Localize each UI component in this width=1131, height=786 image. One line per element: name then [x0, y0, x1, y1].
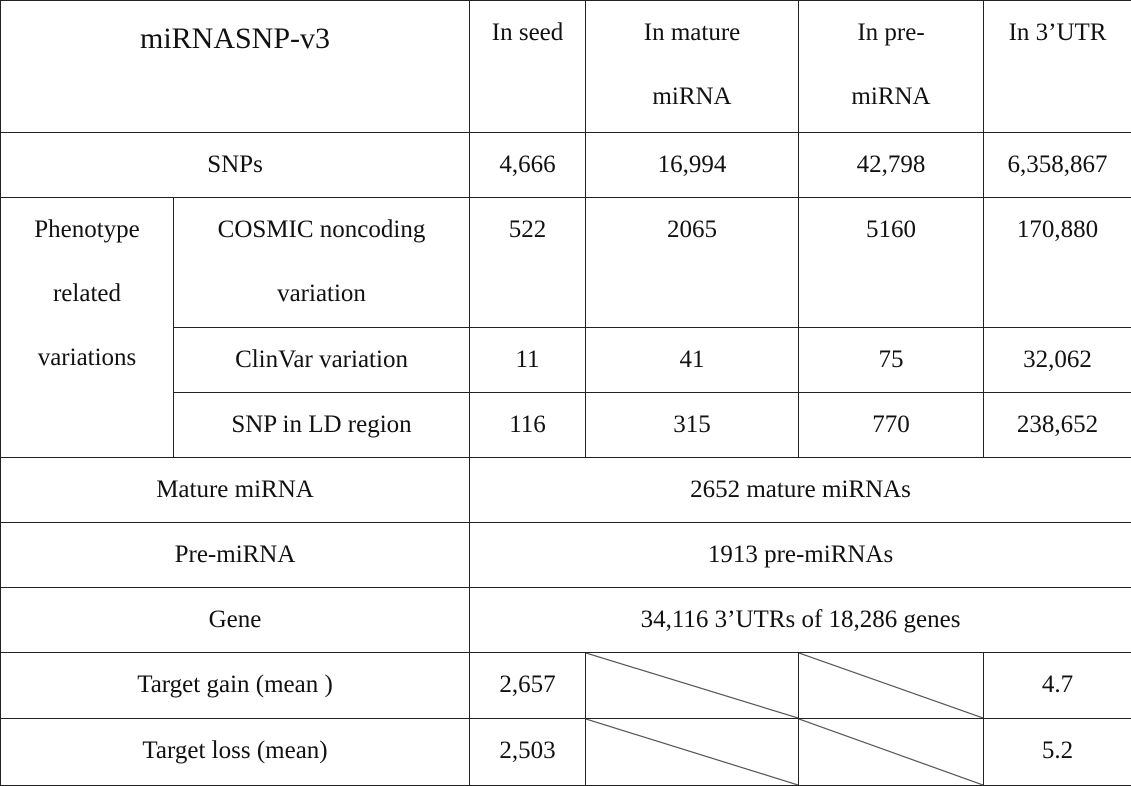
- row-label-gene: Gene: [1, 588, 470, 653]
- col-header-in-pre-mirna: In pre- miRNA: [799, 1, 984, 133]
- diagonal-slash: [799, 719, 983, 785]
- col-header-line: In 3’UTR: [988, 1, 1127, 65]
- cell-target-loss-utr: 5.2: [984, 719, 1131, 786]
- col-header-line: In mature: [590, 1, 794, 65]
- diagonal-empty-cell: [799, 653, 984, 719]
- table-title: miRNASNP-v3: [1, 1, 470, 133]
- row-label-line: COSMIC noncoding: [178, 198, 465, 262]
- cell-cosmic-utr: 170,880: [984, 198, 1131, 328]
- table-row-snps: SNPs 4,666 16,994 42,798 6,358,867: [1, 133, 1131, 198]
- col-header-line: In seed: [474, 1, 581, 65]
- cell-ld-pre: 770: [799, 393, 984, 458]
- table-row-target-loss: Target loss (mean) 2,503 5.2: [1, 719, 1131, 786]
- diagonal-empty-cell: [586, 719, 799, 786]
- row-label-clinvar: ClinVar variation: [174, 328, 470, 393]
- group-label-line: Phenotype: [5, 198, 169, 262]
- table-row-pre-mirna: Pre-miRNA 1913 pre-miRNAs: [1, 523, 1131, 588]
- row-label-line: variation: [178, 262, 465, 326]
- cell-cosmic-seed: 522: [470, 198, 586, 328]
- col-header-in-3utr: In 3’UTR: [984, 1, 1131, 133]
- row-group-label-phenotype: Phenotype related variations: [1, 198, 174, 458]
- diagonal-slash: [586, 653, 798, 718]
- cell-target-gain-utr: 4.7: [984, 653, 1131, 719]
- cell-target-gain-seed: 2,657: [470, 653, 586, 719]
- cell-clinvar-seed: 11: [470, 328, 586, 393]
- table-row-mature-mirna: Mature miRNA 2652 mature miRNAs: [1, 458, 1131, 523]
- cell-ld-mature: 315: [586, 393, 799, 458]
- row-label-target-loss: Target loss (mean): [1, 719, 470, 786]
- diagonal-empty-cell: [799, 719, 984, 786]
- diagonal-slash: [586, 719, 798, 785]
- row-label-target-gain: Target gain (mean ): [1, 653, 470, 719]
- cell-ld-seed: 116: [470, 393, 586, 458]
- group-label-line: related: [5, 262, 169, 326]
- row-label-pre-mirna: Pre-miRNA: [1, 523, 470, 588]
- diagonal-slash: [799, 653, 983, 718]
- cell-clinvar-utr: 32,062: [984, 328, 1131, 393]
- cell-clinvar-mature: 41: [586, 328, 799, 393]
- row-label-ld: SNP in LD region: [174, 393, 470, 458]
- col-header-in-seed: In seed: [470, 1, 586, 133]
- col-header-in-mature-mirna: In mature miRNA: [586, 1, 799, 133]
- cell-snps-utr: 6,358,867: [984, 133, 1131, 198]
- col-header-line: miRNA: [590, 65, 794, 129]
- group-label-line: variations: [5, 326, 169, 390]
- table-row-gene: Gene 34,116 3’UTRs of 18,286 genes: [1, 588, 1131, 653]
- row-label-cosmic: COSMIC noncoding variation: [174, 198, 470, 328]
- table-row-target-gain: Target gain (mean ) 2,657 4.7: [1, 653, 1131, 719]
- cell-snps-pre: 42,798: [799, 133, 984, 198]
- cell-target-loss-seed: 2,503: [470, 719, 586, 786]
- header-row: miRNASNP-v3 In seed In mature miRNA In p…: [1, 1, 1131, 133]
- row-label-snps: SNPs: [1, 133, 470, 198]
- col-header-line: miRNA: [803, 65, 979, 129]
- cell-mature-mirna-value: 2652 mature miRNAs: [470, 458, 1131, 523]
- cell-ld-utr: 238,652: [984, 393, 1131, 458]
- cell-gene-value: 34,116 3’UTRs of 18,286 genes: [470, 588, 1131, 653]
- cell-clinvar-pre: 75: [799, 328, 984, 393]
- row-label-mature-mirna: Mature miRNA: [1, 458, 470, 523]
- diagonal-empty-cell: [586, 653, 799, 719]
- table-row-cosmic: Phenotype related variations COSMIC nonc…: [1, 198, 1131, 328]
- cell-pre-mirna-value: 1913 pre-miRNAs: [470, 523, 1131, 588]
- col-header-line: In pre-: [803, 1, 979, 65]
- cell-snps-mature: 16,994: [586, 133, 799, 198]
- cell-snps-seed: 4,666: [470, 133, 586, 198]
- cell-cosmic-pre: 5160: [799, 198, 984, 328]
- cell-cosmic-mature: 2065: [586, 198, 799, 328]
